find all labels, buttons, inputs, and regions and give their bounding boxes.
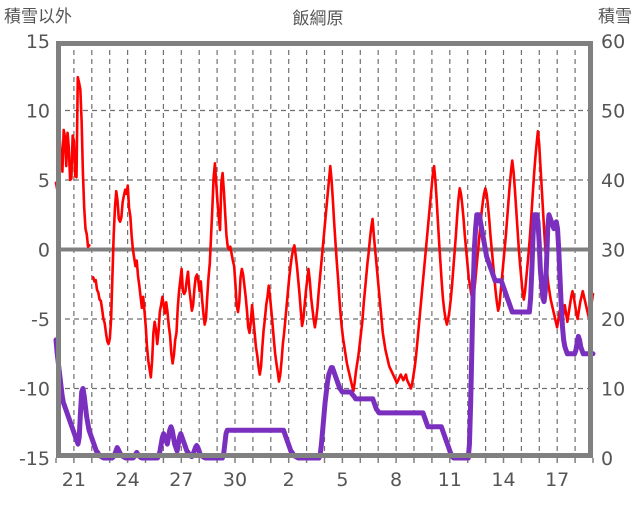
y-tick-right: 30: [601, 240, 625, 262]
y-tick-right: 50: [601, 101, 625, 123]
right-axis-label: 積雪: [598, 7, 632, 27]
x-tick-label: 21: [62, 469, 86, 491]
x-axis-ticks: 21 24 27 30 2 5 8 11 14 17: [62, 469, 569, 491]
y-tick-left: -10: [19, 379, 50, 401]
x-tick-label: 17: [545, 469, 569, 491]
y-tick-left: 5: [38, 170, 50, 192]
y-tick-right: 20: [601, 309, 625, 331]
y-tick-right: 10: [601, 379, 625, 401]
y-axis-right-ticks: 60 50 40 30 20 10 0: [601, 31, 625, 470]
x-tick-label: 5: [336, 469, 348, 491]
plot-frame: [56, 41, 593, 458]
x-tick-label: 14: [491, 469, 515, 491]
x-tick-label: 27: [169, 469, 193, 491]
y-tick-left: 10: [26, 101, 50, 123]
y-tick-left: 0: [38, 240, 50, 262]
page-title: 飯綱原: [293, 9, 344, 29]
x-tick-label: 24: [116, 469, 140, 491]
y-tick-left: 15: [26, 31, 50, 53]
y-tick-right: 0: [601, 448, 613, 470]
y-tick-left: -5: [31, 309, 50, 331]
x-tick-label: 30: [223, 469, 247, 491]
x-tick-label: 8: [390, 469, 402, 491]
left-axis-label: 積雪以外: [4, 7, 72, 27]
series-temperature: [54, 75, 595, 393]
x-tick-label: 2: [283, 469, 295, 491]
y-tick-right: 40: [601, 170, 625, 192]
x-tick-label: 11: [438, 469, 462, 491]
y-tick-left: -15: [19, 448, 50, 470]
y-tick-right: 60: [601, 31, 625, 53]
y-axis-left-ticks: 15 10 5 0 -5 -10 -15: [19, 31, 50, 470]
